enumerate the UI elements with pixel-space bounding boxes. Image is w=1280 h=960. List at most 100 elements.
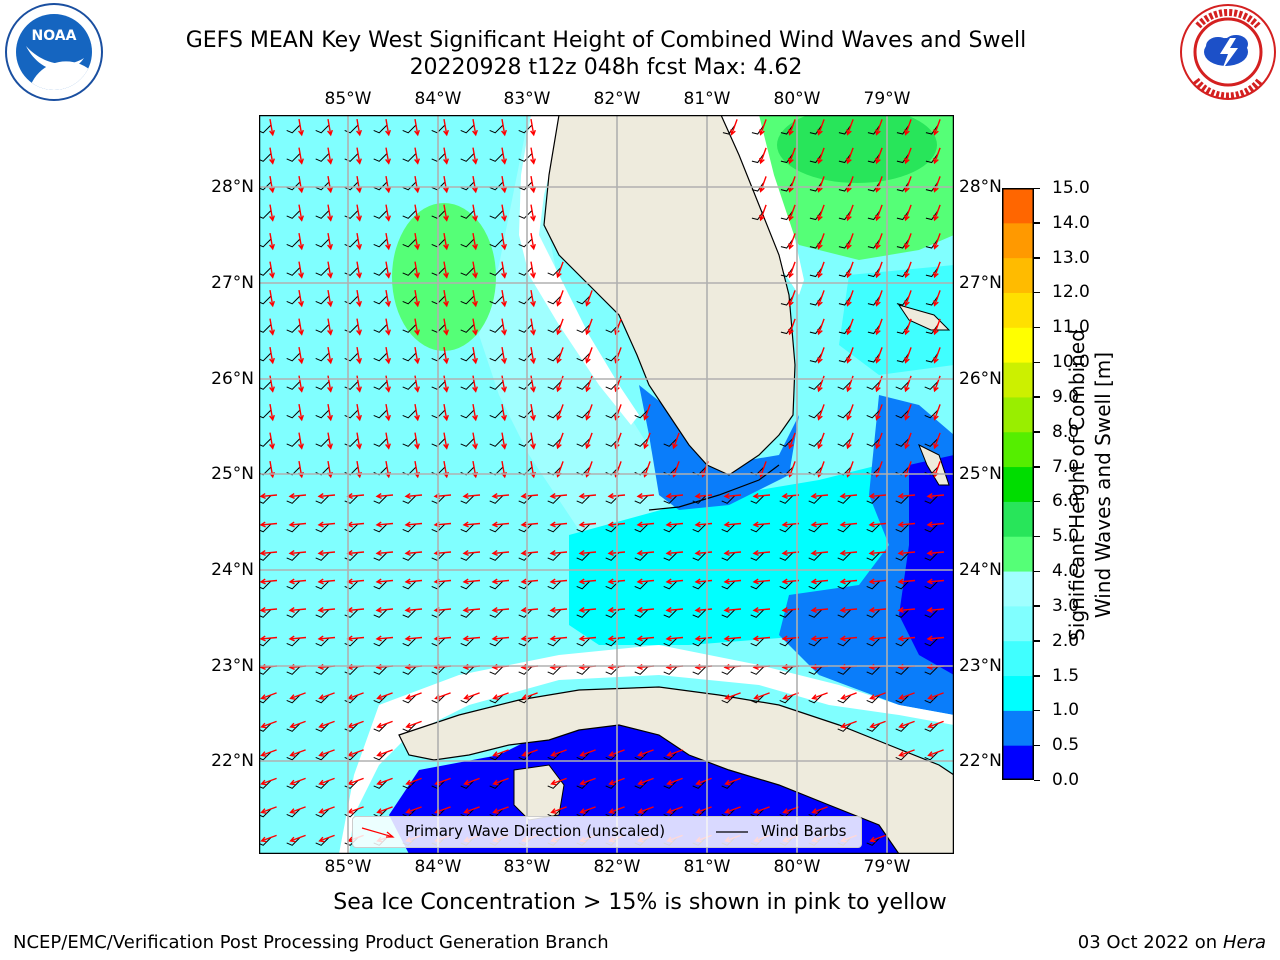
wind-barb (315, 381, 330, 390)
wind-barb (837, 523, 852, 533)
wind-barb (779, 580, 794, 590)
coastal-gap-atlantic (721, 115, 804, 295)
wind-barb (895, 694, 910, 704)
colorbar-tick-label: 2.0 (1052, 630, 1080, 651)
florida-keys-coast (648, 464, 780, 511)
longitude-label: 82°W (593, 89, 641, 109)
wave-direction-arrow (298, 147, 304, 165)
wave-direction-arrow (298, 261, 304, 279)
wind-barb (925, 181, 939, 192)
wave-direction-arrow (898, 749, 915, 757)
wind-barb (460, 324, 475, 333)
wind-barb (344, 523, 359, 533)
wind-barb (634, 751, 649, 761)
wind-barb (866, 495, 881, 504)
latitude-label: 22°N (211, 751, 254, 771)
wave-direction-arrow (788, 432, 796, 450)
wave-direction-arrow (327, 232, 333, 251)
wind-barb (315, 666, 330, 675)
wind-barb (780, 153, 794, 164)
wind-barb (925, 295, 939, 306)
wave-direction-arrow (817, 318, 825, 336)
wind-barb (344, 409, 359, 419)
wind-barb (692, 637, 707, 647)
wave-direction-arrow (356, 232, 362, 251)
wave-direction-arrow (289, 777, 306, 786)
wave-direction-arrow (666, 777, 683, 786)
colorbar-tick-mark (1034, 570, 1040, 573)
wind-barb (780, 238, 794, 249)
colorbar-segment (1002, 745, 1034, 780)
wind-barb (489, 751, 504, 761)
wind-barb (286, 723, 301, 732)
wave-direction-arrow (585, 290, 593, 307)
wind-barb (808, 381, 823, 390)
wind-barb (838, 324, 852, 335)
wind-barb (838, 267, 852, 278)
wind-barb (402, 666, 417, 675)
wave-direction-arrow (933, 176, 941, 193)
colorbar-segment (1002, 396, 1034, 433)
wind-barb (837, 552, 852, 561)
wind-barb (576, 438, 591, 447)
wave-direction-arrow (788, 290, 796, 307)
wind-barb (838, 124, 852, 135)
wave-direction-arrow (491, 493, 510, 500)
wind-barb (779, 438, 794, 447)
colorbar-tick-mark (1034, 222, 1040, 224)
wave-direction-arrow (665, 578, 684, 585)
wind-barb (663, 523, 678, 533)
wind-barb (576, 580, 591, 590)
wave-max-blob-gulf (392, 203, 496, 351)
wave-direction-arrow (897, 550, 916, 557)
wind-barb (315, 210, 330, 219)
wave-direction-arrow (665, 550, 684, 557)
wave-direction-arrow (443, 432, 449, 450)
wind-barb (866, 609, 881, 618)
wind-barb (286, 637, 301, 647)
colorbar-tick-label: 13.0 (1052, 247, 1090, 268)
wind-barb (402, 438, 417, 447)
wave-direction-arrow (404, 607, 423, 614)
wind-barb (837, 381, 852, 390)
wave-direction-arrow (530, 118, 536, 137)
wind-barb (286, 780, 301, 789)
colorbar-segment (1002, 292, 1034, 328)
wind-barb (896, 238, 910, 249)
wind-barb (489, 210, 504, 219)
wind-barb (576, 666, 591, 675)
wave-direction-arrow (840, 692, 857, 700)
wind-barb (373, 609, 388, 618)
wind-barb (576, 552, 591, 561)
wave-direction-arrow (926, 635, 945, 642)
wave-direction-arrow (501, 147, 507, 165)
wave-direction-arrow (579, 777, 596, 786)
latitude-label: 27°N (959, 273, 1002, 293)
wave-direction-arrow (810, 607, 829, 614)
wave-direction-arrow (875, 176, 883, 193)
wind-barb (925, 324, 939, 335)
wave-direction-arrow (752, 635, 771, 642)
wave-direction-arrow (289, 749, 306, 757)
wave-direction-arrow (585, 347, 593, 364)
wind-barb (924, 580, 939, 590)
wave-direction-arrow (385, 118, 391, 137)
latitude-label: 25°N (211, 464, 254, 484)
wind-barb (460, 409, 475, 419)
wind-barb (489, 238, 504, 248)
wave-direction-arrow (356, 346, 362, 365)
wind-barb (721, 552, 736, 561)
longitude-label: 82°W (593, 857, 641, 877)
colorbar-tick-label: 1.0 (1052, 700, 1080, 721)
wind-barb (344, 808, 359, 818)
wave-direction-arrow (578, 578, 597, 585)
wind-barb (315, 124, 330, 134)
colorbar-tick-label: 3.0 (1052, 595, 1080, 616)
wind-barb (286, 181, 301, 191)
wind-barb (895, 552, 910, 561)
colorbar-tick-label: 11.0 (1052, 317, 1090, 338)
wave-direction-arrow (298, 118, 304, 137)
wave-direction-arrow (259, 493, 278, 500)
wave-direction-arrow (375, 635, 394, 642)
wind-barb (780, 267, 794, 278)
